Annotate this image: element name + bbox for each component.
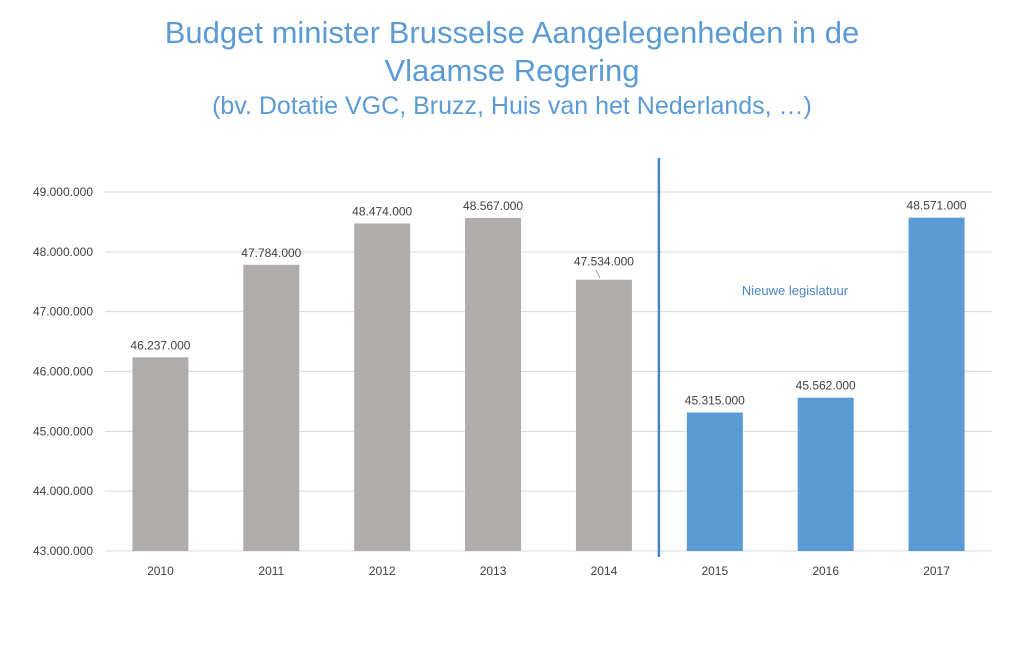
x-tick-label-2016: 2016 [812,564,839,578]
x-tick-label-2015: 2015 [701,564,728,578]
bar-2014 [575,279,632,551]
chart-title: Budget minister Brusselse Aangelegenhede… [164,15,860,50]
data-label-2014: 47.534.000 [574,255,634,269]
x-tick-label-2017: 2017 [923,564,950,578]
bar-2017 [908,217,965,551]
data-label-2010: 46.237.000 [130,338,190,352]
bar-2010 [132,357,189,551]
divider-annotation: Nieuwe legislatuur [742,283,849,298]
x-tick-label-2010: 2010 [147,564,174,578]
x-tick-label-2012: 2012 [369,564,396,578]
data-label-2013: 48.567.000 [463,199,523,213]
bar-2013 [465,217,522,551]
chart-subtitle: (bv. Dotatie VGC, Bruzz, Huis van het Ne… [212,92,812,120]
y-tick-label: 43.000.000 [33,544,93,558]
data-label-2017: 48.571.000 [907,199,967,213]
y-tick-label: 49.000.000 [33,185,93,199]
y-tick-label: 48.000.000 [33,245,93,259]
data-label-2011: 47.784.000 [241,246,301,260]
y-tick-label: 44.000.000 [33,484,93,498]
x-tick-label-2014: 2014 [591,564,618,578]
bar-2011 [243,264,300,551]
leader-line [595,269,601,278]
y-tick-label: 45.000.000 [33,424,93,438]
y-tick-label: 46.000.000 [33,365,93,379]
bar-2015 [686,412,743,551]
chart-title-block: Budget minister Brusselse Aangelegenhede… [0,14,1024,122]
x-tick-label-2013: 2013 [480,564,507,578]
data-label-2015: 45.315.000 [685,393,745,407]
data-label-2012: 48.474.000 [352,204,412,218]
x-tick-label-2011: 2011 [258,564,284,578]
bar-2016 [797,397,854,551]
bar-2012 [354,223,411,551]
y-tick-label: 47.000.000 [33,305,93,319]
chart-title-line2: Vlaamse Regering [384,53,640,88]
data-label-2016: 45.562.000 [796,379,856,393]
